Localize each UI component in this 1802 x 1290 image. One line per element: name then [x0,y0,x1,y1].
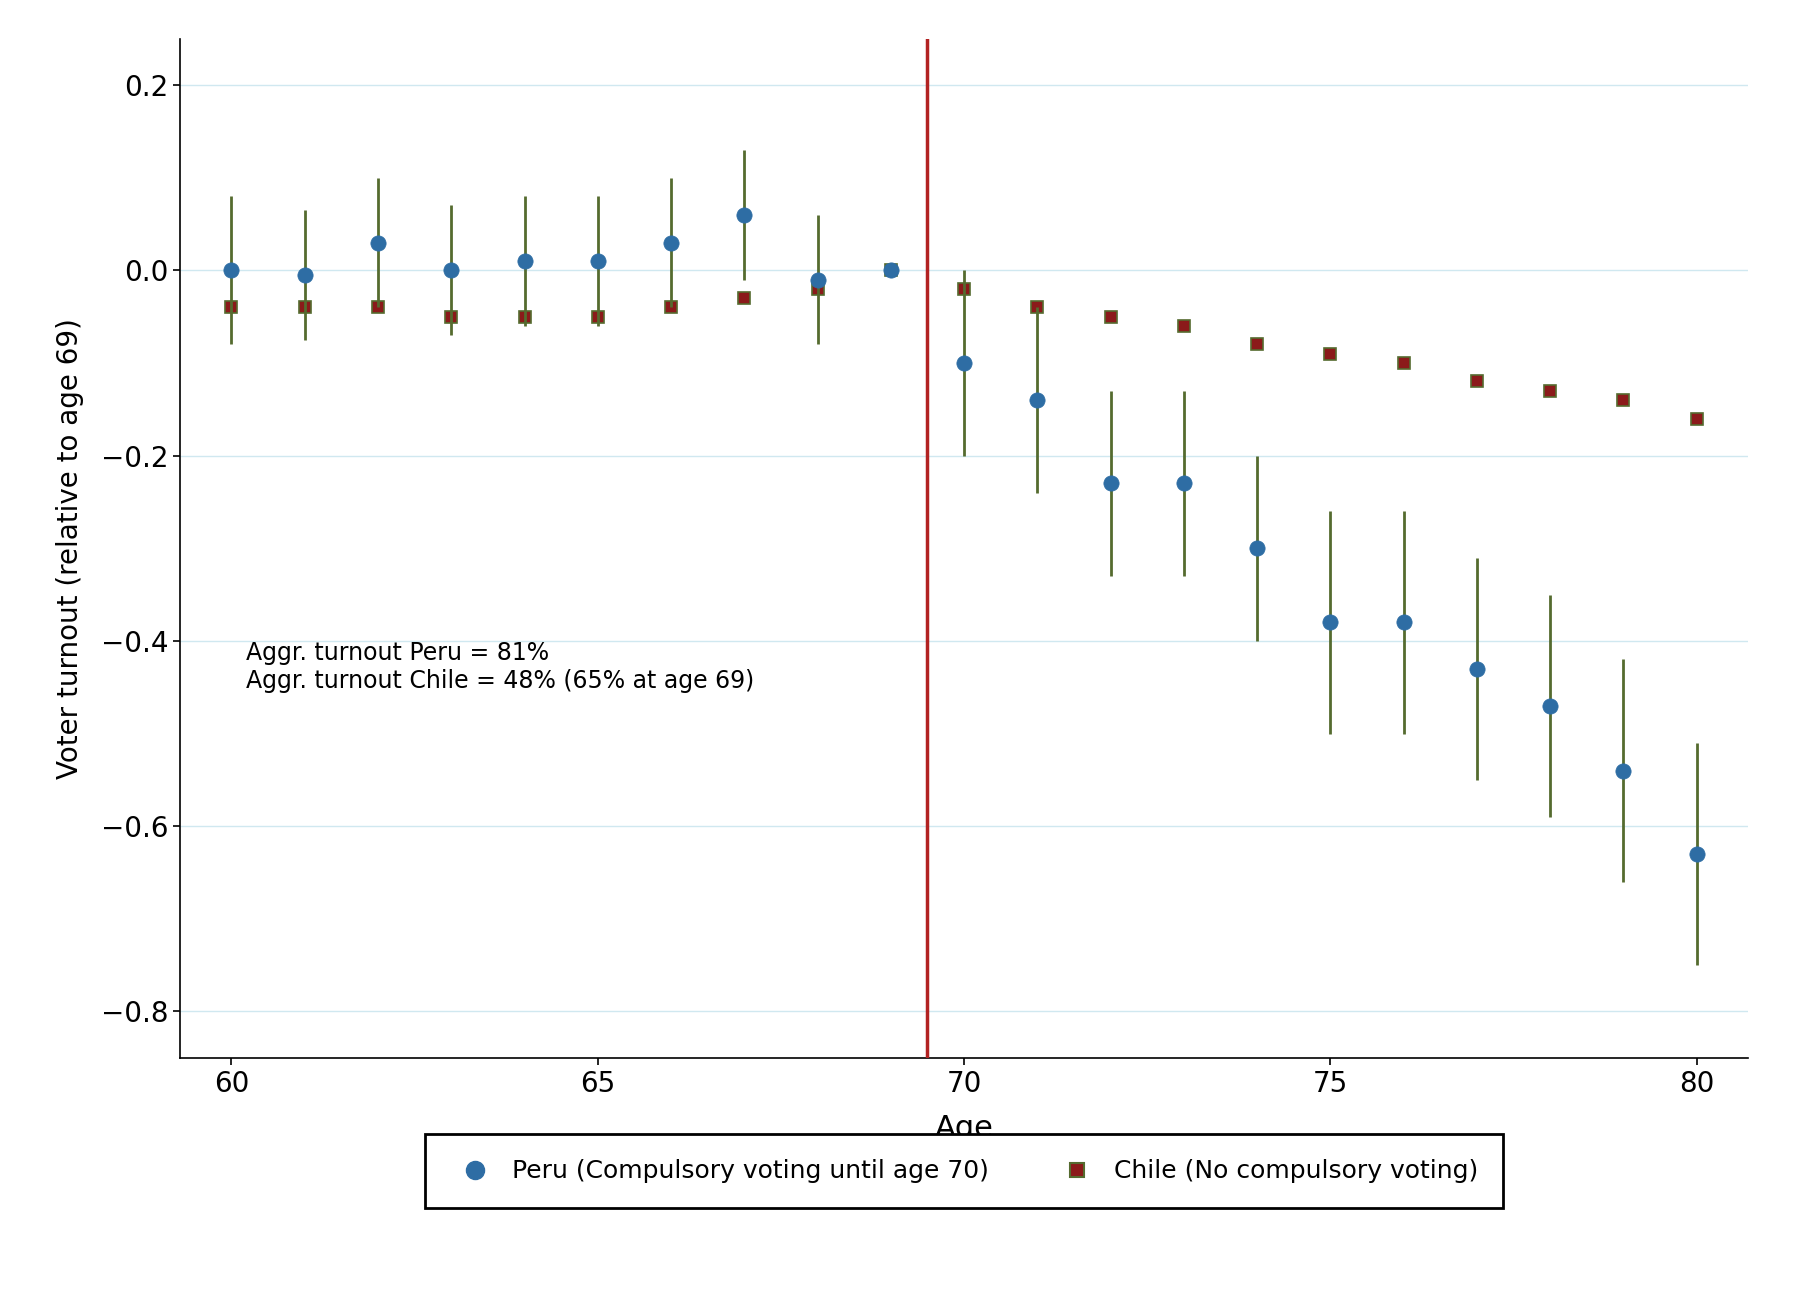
Legend: Peru (Compulsory voting until age 70), Chile (No compulsory voting): Peru (Compulsory voting until age 70), C… [425,1134,1503,1209]
Text: Aggr. turnout Peru = 81%
Aggr. turnout Chile = 48% (65% at age 69): Aggr. turnout Peru = 81% Aggr. turnout C… [247,641,755,693]
Y-axis label: Voter turnout (relative to age 69): Voter turnout (relative to age 69) [56,317,85,779]
X-axis label: Age: Age [935,1115,993,1143]
